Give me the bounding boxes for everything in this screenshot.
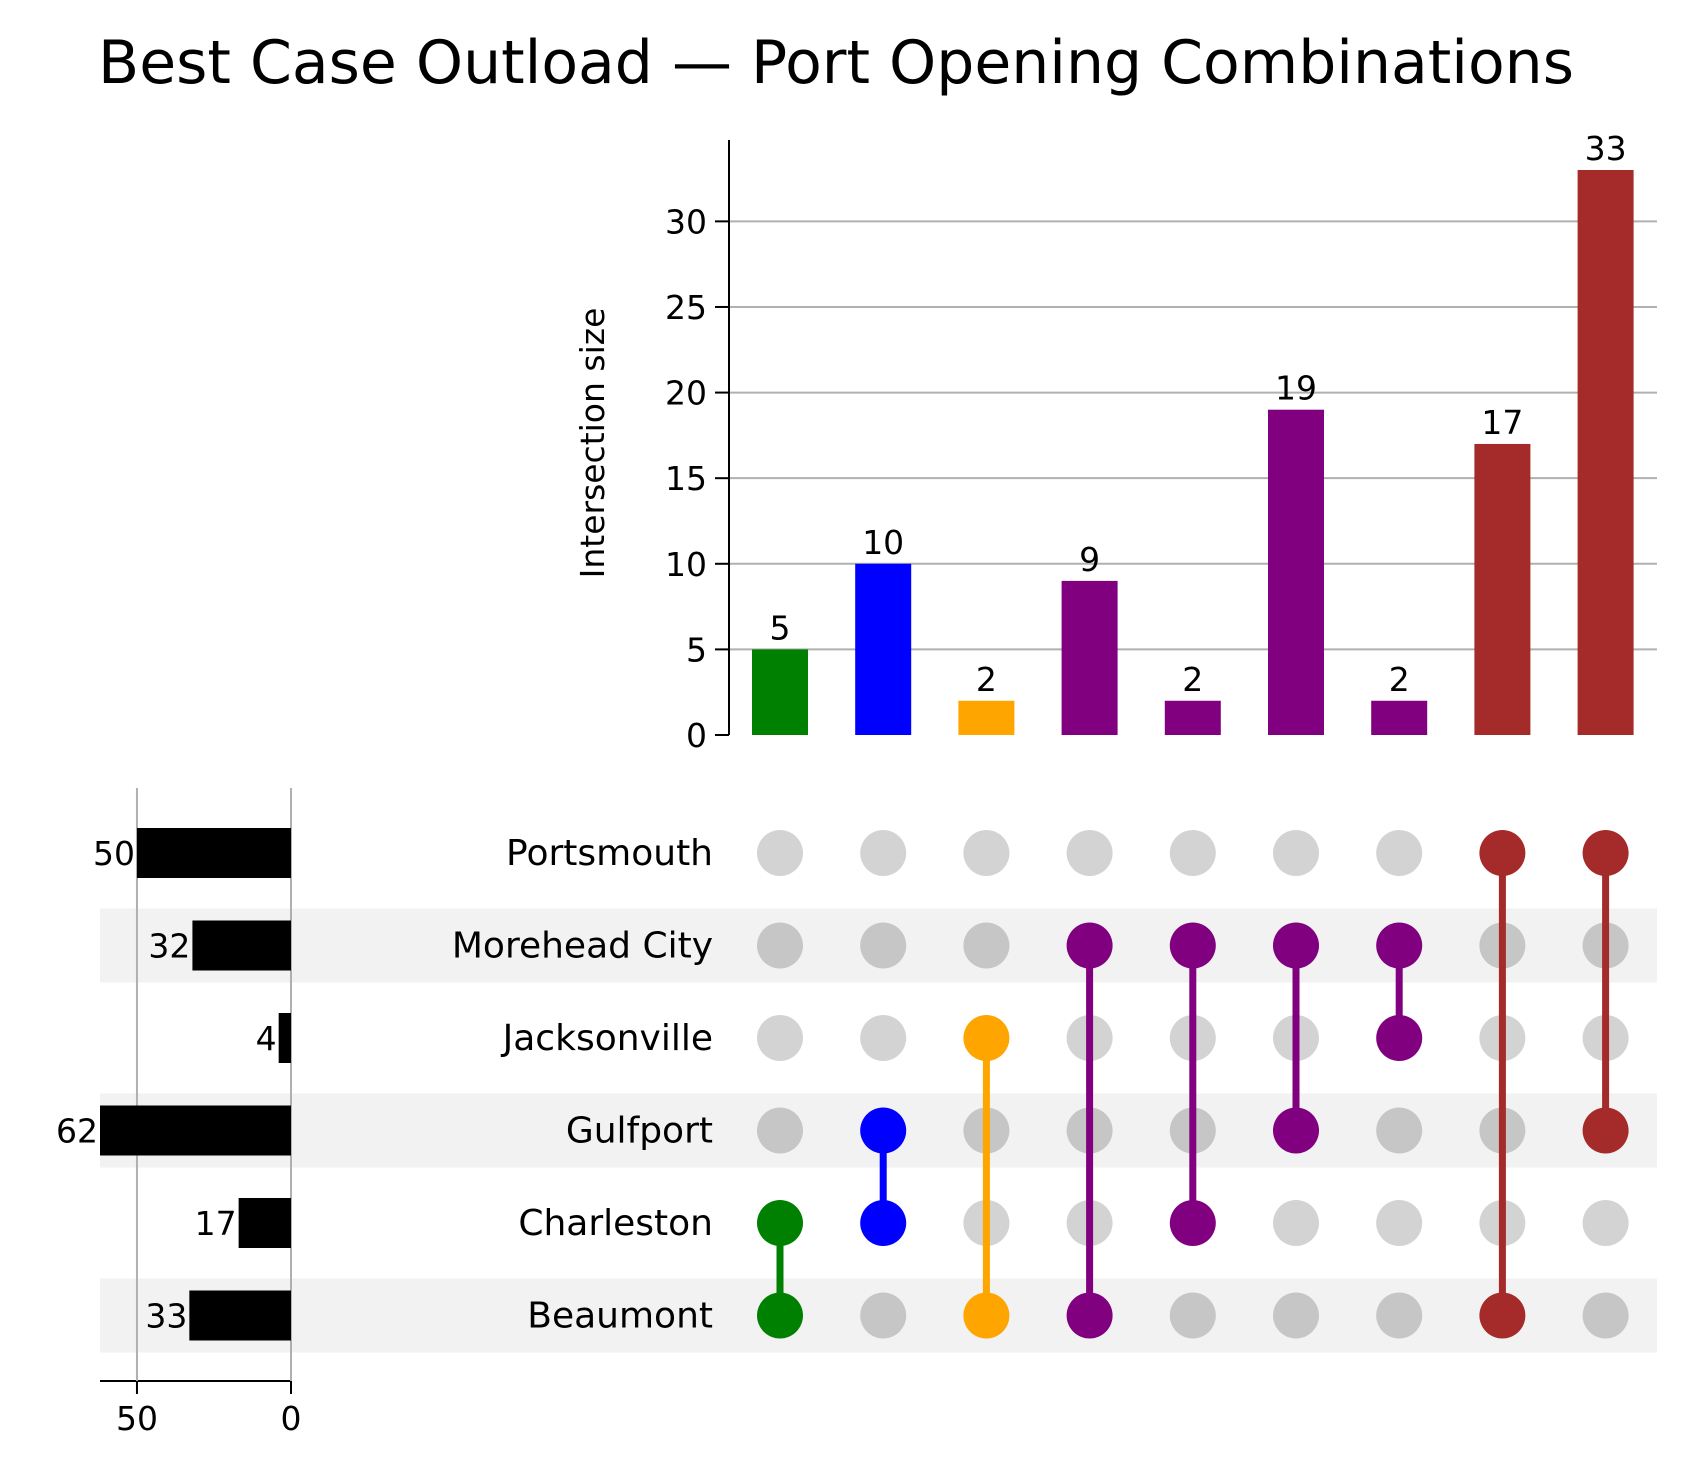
set-label: Charleston: [518, 1203, 713, 1244]
intersection-bar: [1061, 580, 1118, 735]
set-size-label: 17: [195, 1204, 237, 1243]
set-size-axis: 50 0: [100, 788, 302, 1438]
bar-value-label: 2: [976, 660, 997, 699]
matrix-dot-inactive: [1273, 830, 1319, 876]
matrix-dot-active: [963, 1015, 1010, 1061]
matrix-dot-inactive: [757, 830, 803, 876]
bar-value-label: 10: [862, 523, 904, 562]
set-size-bar: [189, 1290, 291, 1341]
set-label: Morehead City: [452, 926, 713, 967]
matrix-dot-inactive: [963, 922, 1010, 969]
bar-value-label: 33: [1585, 129, 1627, 168]
y-axis-label: Intersection size: [573, 308, 612, 579]
membership-matrix: [757, 830, 1629, 1339]
intersection-bar: [1577, 170, 1634, 735]
bar-value-label: 17: [1481, 403, 1523, 442]
matrix-dot-inactive: [1273, 1200, 1319, 1246]
set-size-label: 50: [93, 834, 135, 873]
bar-value-label: 9: [1079, 540, 1100, 579]
matrix-dot-inactive: [1582, 1292, 1629, 1339]
matrix-dot-inactive: [860, 830, 907, 876]
intersection-bar: [1268, 409, 1324, 735]
matrix-dot-active: [860, 1200, 907, 1246]
matrix-dot-inactive: [1376, 1107, 1423, 1154]
matrix-dot-inactive: [963, 830, 1010, 876]
intersection-bar: [752, 649, 808, 735]
set-size-label: 33: [145, 1297, 187, 1336]
bar-value-label: 2: [1182, 660, 1203, 699]
matrix-dot-inactive: [1582, 1200, 1629, 1246]
matrix-dot-inactive: [1066, 830, 1113, 876]
intersection-bar: [1371, 700, 1428, 735]
chart-title: Best Case Outload — Port Opening Combina…: [98, 28, 1574, 98]
intersection-bar: [1164, 700, 1221, 735]
matrix-dot-active: [757, 1292, 803, 1339]
intersection-bar: [1474, 443, 1531, 735]
bar-value-label: 2: [1389, 660, 1410, 699]
matrix-dot-active: [757, 1200, 803, 1246]
matrix-dot-inactive: [1169, 830, 1216, 876]
set-label: Beaumont: [527, 1296, 713, 1337]
matrix-dot-inactive: [860, 1015, 907, 1061]
matrix-dot-active: [1066, 1292, 1113, 1339]
set-size-bar: [278, 1013, 291, 1063]
matrix-dot-active: [860, 1107, 907, 1154]
matrix-dot-active: [1169, 1200, 1216, 1246]
matrix-dot-inactive: [1376, 1200, 1423, 1246]
set-label: Jacksonville: [501, 1018, 713, 1059]
matrix-dot-active: [1376, 922, 1423, 969]
set-label: Portsmouth: [506, 833, 713, 874]
intersection-bar: [958, 700, 1015, 735]
matrix-dot-active: [1066, 922, 1113, 969]
matrix-dot-active: [1169, 922, 1216, 969]
matrix-dot-inactive: [860, 922, 907, 969]
bar-value-label: 19: [1275, 369, 1317, 408]
matrix-dot-active: [1273, 1107, 1319, 1154]
matrix-dot-inactive: [1376, 1292, 1423, 1339]
y-tick-label: 25: [665, 288, 707, 327]
set-size-bars: 50 32 4 62 17 33: [56, 828, 291, 1341]
matrix-dot-active: [1479, 830, 1526, 876]
matrix-dot-inactive: [1169, 1292, 1216, 1339]
matrix-dot-active: [1582, 830, 1629, 876]
x-tick-label: 0: [281, 1399, 302, 1438]
matrix-dot-active: [1582, 1107, 1629, 1154]
matrix-dot-inactive: [757, 1015, 803, 1061]
matrix-dot-active: [1273, 922, 1319, 969]
y-tick-label: 10: [665, 545, 707, 584]
matrix-dot-active: [1479, 1292, 1526, 1339]
set-label: Gulfport: [566, 1111, 713, 1152]
intersection-bar: [855, 563, 912, 735]
matrix-dot-active: [1376, 1015, 1423, 1061]
matrix-dot-inactive: [1376, 830, 1423, 876]
set-size-bar: [100, 1105, 291, 1156]
set-size-bar: [136, 828, 291, 878]
set-size-label: 62: [56, 1112, 98, 1151]
y-tick-label: 5: [686, 630, 707, 669]
set-size-label: 4: [256, 1019, 277, 1058]
matrix-dot-inactive: [860, 1292, 907, 1339]
set-size-bar: [238, 1198, 291, 1248]
y-tick-label: 30: [665, 202, 707, 241]
set-size-label: 32: [148, 927, 190, 966]
set-labels: Portsmouth Morehead City Jacksonville Gulfp…: [452, 833, 713, 1337]
set-size-bar: [192, 920, 291, 971]
intersection-bars: 5 10 2 9 2 19 2 17 33: [752, 129, 1634, 735]
y-tick-label: 0: [686, 716, 707, 755]
intersection-size-axis: 0 5 10 15 20 25 30: [665, 140, 730, 755]
y-tick-label: 15: [665, 459, 707, 498]
matrix-dot-inactive: [1273, 1292, 1319, 1339]
matrix-dot-inactive: [757, 922, 803, 969]
y-tick-label: 20: [665, 374, 707, 413]
matrix-dot-active: [963, 1292, 1010, 1339]
matrix-dot-inactive: [757, 1107, 803, 1154]
bar-value-label: 5: [770, 608, 791, 647]
x-tick-label: 50: [116, 1399, 158, 1438]
